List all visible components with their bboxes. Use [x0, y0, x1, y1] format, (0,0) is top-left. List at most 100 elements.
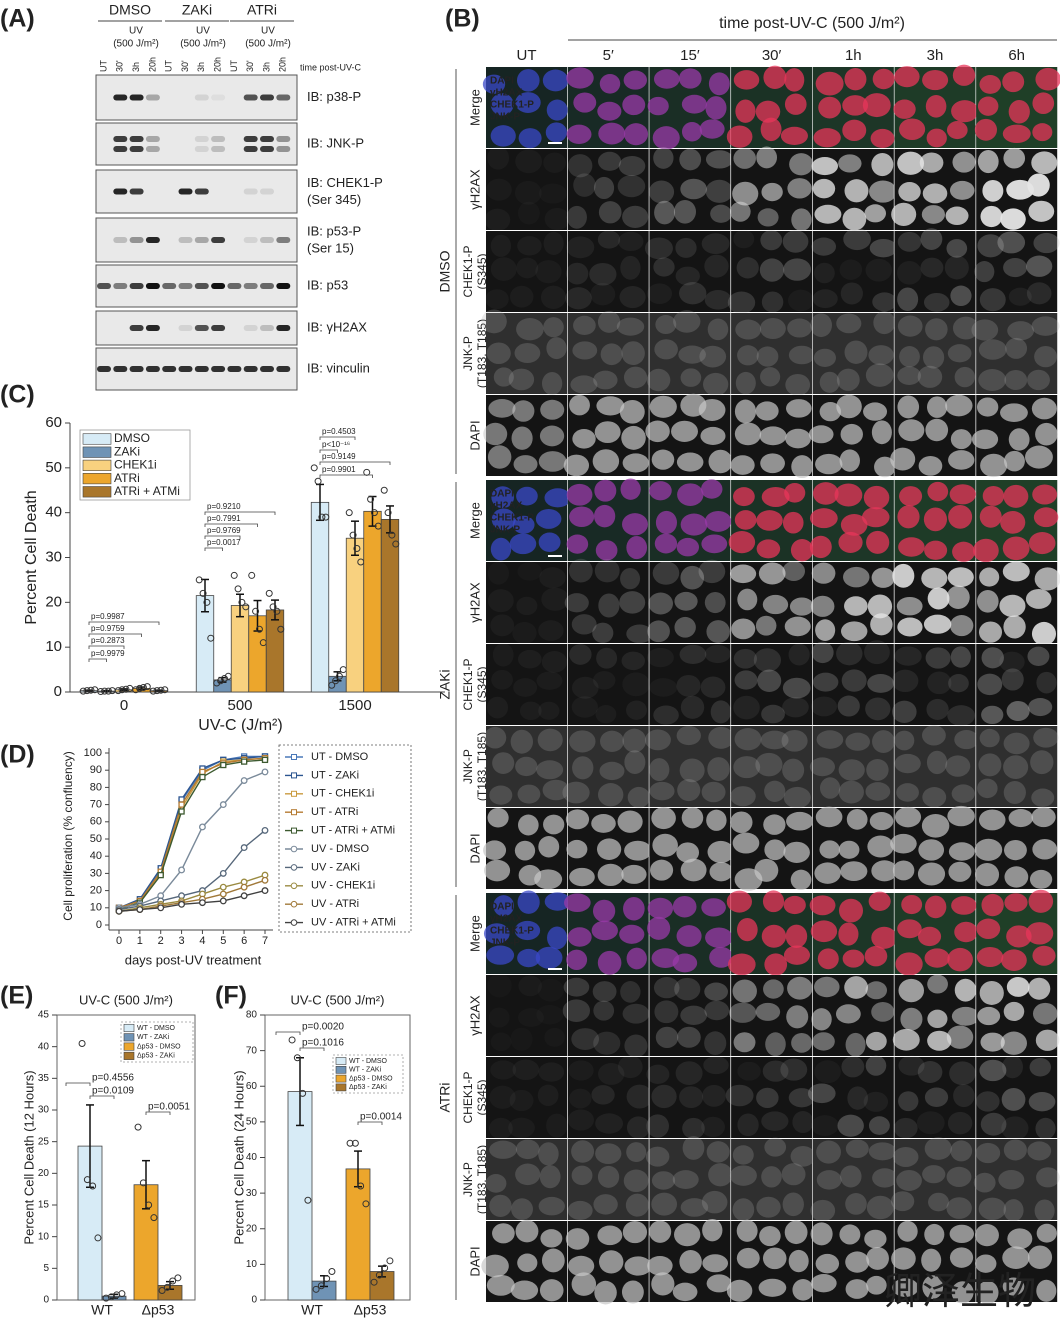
data-point	[317, 1282, 325, 1290]
marker	[157, 871, 164, 879]
condition-label: ZAKi	[182, 2, 212, 18]
micrograph-tile	[811, 228, 898, 312]
nucleus	[892, 1278, 919, 1297]
nucleus	[1027, 369, 1050, 391]
lane-label: 30'	[115, 60, 125, 72]
data-point	[104, 687, 112, 695]
texture	[567, 726, 649, 807]
nucleus	[594, 421, 621, 444]
nucleus	[622, 728, 647, 753]
nucleus	[1032, 945, 1056, 966]
legend-label: UV - ATRi	[311, 898, 359, 910]
tile-background	[567, 1139, 649, 1220]
nucleus	[922, 787, 947, 808]
nucleus	[978, 621, 1003, 643]
nucleus	[920, 257, 944, 278]
y-tick-label: 100	[84, 747, 102, 759]
column-label: 1h	[845, 47, 862, 64]
nucleus	[593, 1000, 615, 1021]
nucleus	[567, 1200, 593, 1220]
merge-legend-entry: CHEK1-P	[490, 100, 534, 111]
nucleus	[623, 897, 645, 921]
nucleus	[864, 640, 890, 665]
data-point	[248, 571, 256, 579]
nucleus	[762, 594, 789, 615]
nucleus	[867, 673, 895, 693]
data-point	[139, 684, 147, 692]
nucleus	[841, 669, 867, 692]
nucleus	[565, 809, 590, 830]
nucleus	[655, 510, 677, 535]
nucleus	[515, 149, 543, 174]
nucleus	[1031, 151, 1058, 175]
nucleus	[540, 1229, 563, 1248]
significance-bracket	[319, 461, 391, 465]
data-point	[136, 684, 144, 692]
blot-band	[211, 94, 226, 101]
nucleus	[921, 567, 948, 589]
blot-band	[145, 366, 160, 372]
nucleus	[619, 400, 645, 424]
x-axis-label: UV-C (J/m²)	[198, 717, 282, 734]
y-tick-label: 70	[246, 1045, 258, 1056]
nucleus	[975, 1224, 999, 1247]
nucleus	[977, 234, 1004, 258]
data-point	[332, 677, 340, 685]
nucleus	[651, 806, 676, 830]
nucleus	[951, 896, 977, 915]
blot-band	[194, 366, 209, 372]
nucleus	[893, 99, 916, 119]
nucleus	[786, 1005, 809, 1029]
texture	[486, 1139, 567, 1220]
legend-marker	[291, 772, 297, 779]
nucleus	[732, 1198, 755, 1222]
nucleus	[1025, 589, 1052, 609]
nucleus	[708, 726, 734, 749]
nucleus	[839, 259, 863, 280]
nucleus	[810, 696, 838, 717]
y-tick-label: 60	[246, 1081, 258, 1092]
nucleus	[785, 924, 808, 948]
nucleus	[865, 782, 891, 801]
texture	[649, 1139, 731, 1220]
nucleus	[704, 254, 729, 278]
nucleus	[917, 1061, 943, 1084]
nucleus	[592, 981, 617, 1002]
nucleus	[710, 204, 732, 223]
nucleus	[1002, 561, 1030, 582]
nucleus	[483, 422, 508, 446]
nucleus	[702, 1084, 726, 1107]
nucleus	[814, 976, 840, 998]
nucleus	[927, 481, 949, 502]
nucleus	[837, 1114, 864, 1137]
legend-label: UV - ATRi + ATMi	[311, 917, 396, 929]
texture	[976, 726, 1058, 807]
nucleus	[862, 93, 891, 118]
nucleus	[705, 96, 727, 120]
nucleus	[678, 68, 702, 89]
nucleus	[980, 1112, 1007, 1136]
column-label: UT	[517, 47, 537, 64]
error-bar	[271, 599, 279, 621]
nucleus	[809, 757, 835, 777]
legend-label: UV - CHEK1i	[311, 880, 375, 892]
legend-swatch	[335, 1083, 347, 1092]
nucleus	[542, 69, 569, 92]
nucleus	[897, 1220, 918, 1242]
imaging-title: time post-UV-C (500 J/m²)	[719, 15, 905, 32]
nucleus	[863, 402, 888, 421]
micrograph-tile	[486, 975, 567, 1056]
dose-label: (500 J/m²)	[245, 39, 291, 50]
nucleus	[482, 74, 506, 94]
nucleus	[488, 398, 516, 418]
nucleus	[922, 69, 949, 91]
tile-background	[649, 149, 731, 230]
nucleus	[650, 859, 674, 881]
nucleus	[626, 947, 647, 970]
tile-background	[894, 231, 976, 312]
micrograph-tile	[810, 1139, 898, 1222]
marker	[240, 883, 248, 891]
nucleus	[783, 895, 806, 915]
nucleus	[971, 429, 999, 450]
row-label: (T183, T185)	[475, 319, 489, 388]
